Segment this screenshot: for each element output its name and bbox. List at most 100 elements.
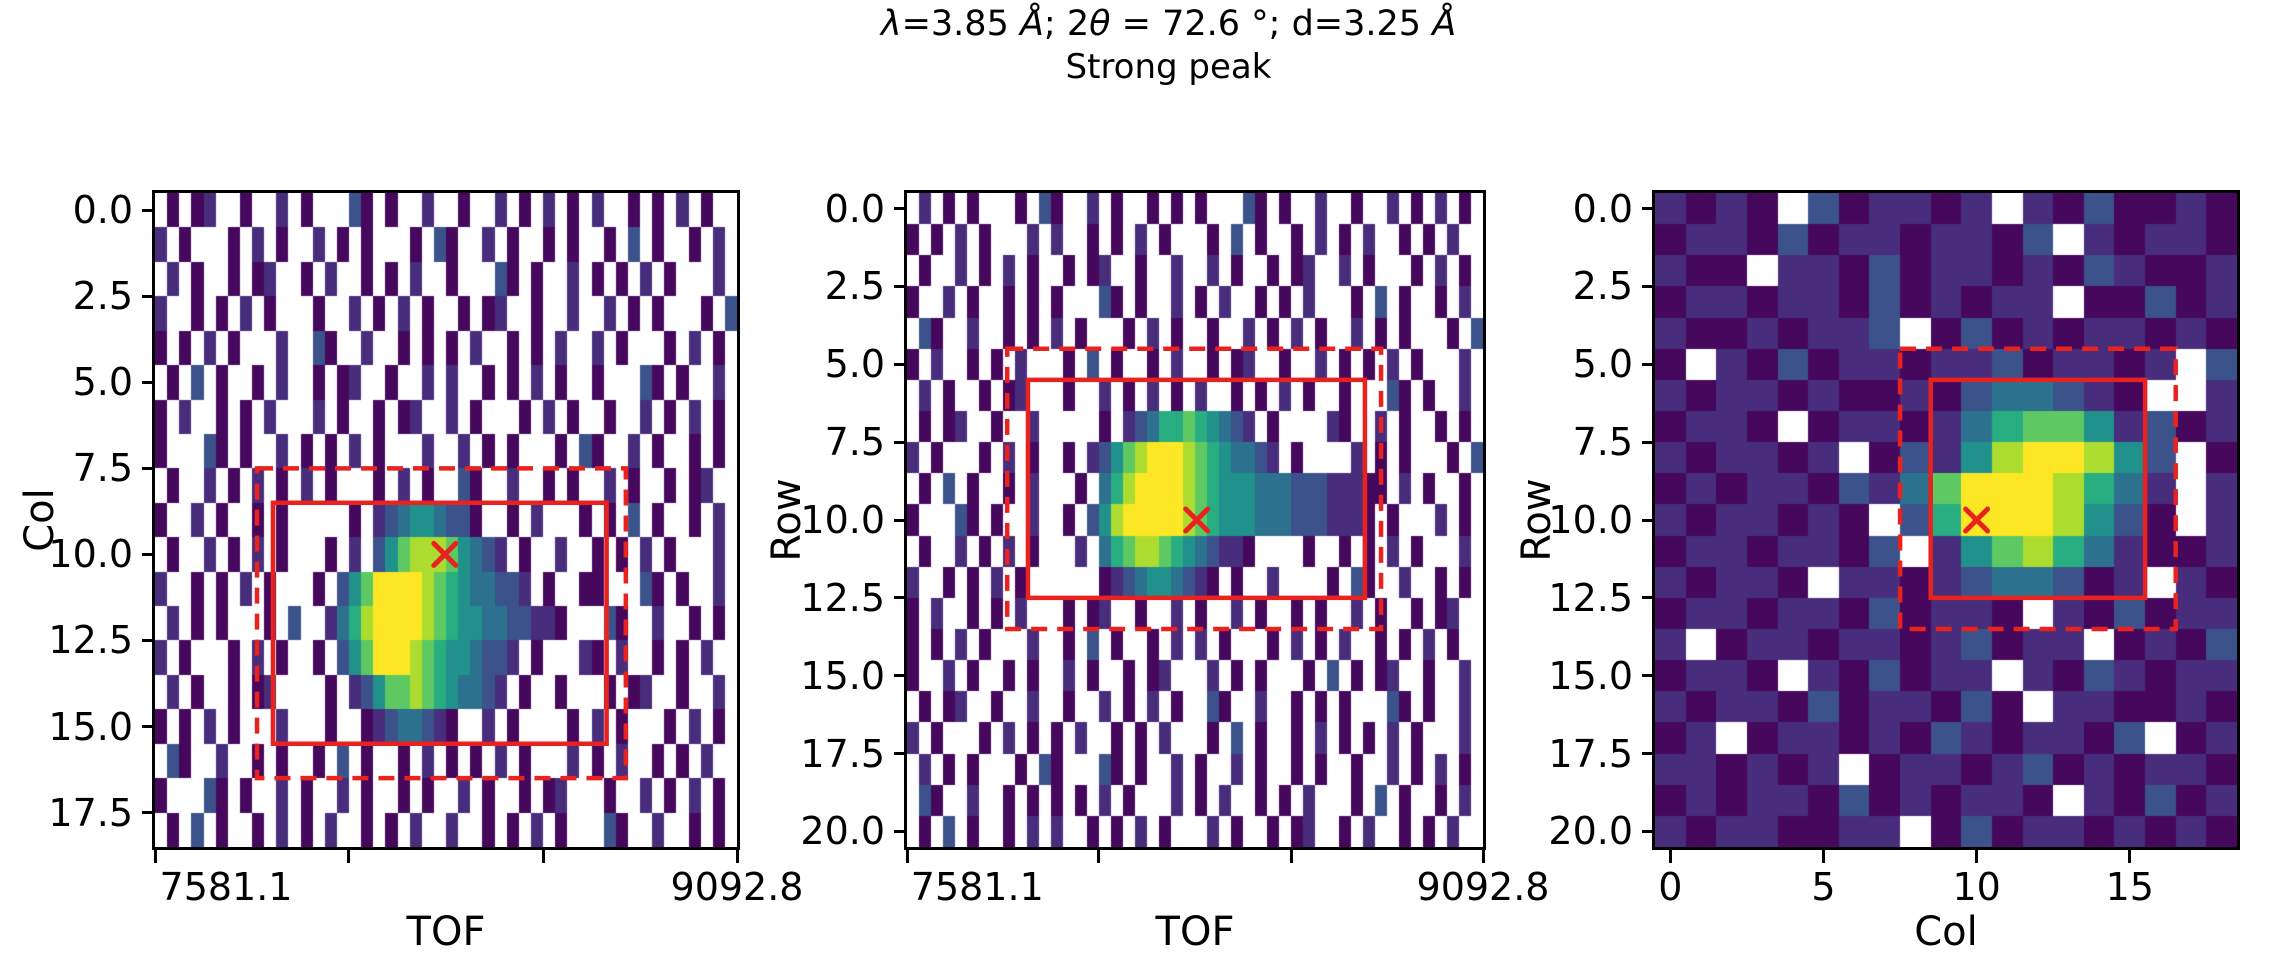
plot-area-row-vs-tof	[904, 190, 1486, 850]
y-tick-label: 5.0	[824, 342, 885, 387]
x-tick	[1821, 850, 1825, 863]
x-tick-label: 0	[1658, 865, 1683, 909]
y-tick-label: 15.0	[1548, 653, 1633, 698]
plot-area-row-vs-col	[1652, 190, 2240, 850]
x-tick	[905, 850, 909, 863]
peak-center-marker	[1183, 506, 1211, 534]
y-tick	[142, 552, 155, 556]
y-tick-label: 10.0	[800, 498, 885, 542]
y-tick	[142, 811, 155, 815]
peak-center-marker	[431, 540, 459, 568]
title-segment: =3.85	[901, 4, 1020, 44]
y-tick-label: 2.5	[72, 274, 133, 319]
x-tick	[735, 850, 739, 863]
y-tick	[1642, 752, 1655, 756]
y-tick-label: 7.5	[824, 420, 885, 465]
y-tick-label: 5.0	[1572, 342, 1633, 387]
x-tick	[1097, 850, 1101, 863]
x-tick-label: 7581.1	[910, 865, 1044, 909]
x-tick-label: 9092.8	[670, 865, 804, 909]
y-tick	[142, 208, 155, 212]
x-tick-label: 9092.8	[1416, 865, 1550, 909]
y-tick-label: 2.5	[824, 264, 885, 309]
title-segment: ; 2	[1043, 4, 1090, 44]
y-tick	[894, 284, 907, 288]
y-tick	[894, 596, 907, 600]
integration-box-solid	[1928, 377, 2148, 601]
background-box-dashed	[254, 466, 629, 781]
y-tick-label: 20.0	[800, 809, 885, 854]
y-tick	[1642, 674, 1655, 678]
x-tick-label: 5	[1811, 865, 1836, 909]
y-tick-label: 0.0	[1572, 186, 1633, 231]
title-segment: Å	[1019, 4, 1044, 44]
y-tick-label: 0.0	[824, 186, 885, 231]
y-tick	[142, 725, 155, 729]
x-tick	[541, 850, 545, 863]
y-tick	[894, 752, 907, 756]
x-tick-label: 7581.1	[159, 865, 293, 909]
x-axis-label-panel1: TOF	[406, 909, 486, 955]
x-tick	[2128, 850, 2132, 863]
y-tick-label: 7.5	[1572, 420, 1633, 465]
x-tick	[347, 850, 351, 863]
y-tick-label: 12.5	[48, 618, 133, 663]
figure-title: λ=3.85 Å; 2θ = 72.6 °; d=3.25 Å	[25, 2, 2287, 46]
x-tick	[1481, 850, 1485, 863]
y-tick-label: 12.5	[800, 575, 885, 620]
title-segment: = 72.6 °; d=3.25	[1110, 4, 1433, 44]
background-box-dashed	[1004, 346, 1384, 632]
y-tick-label: 20.0	[1548, 809, 1633, 854]
background-box-dashed	[1897, 346, 2178, 632]
peak-overlay-row-vs-col	[1897, 346, 2178, 632]
title-segment: λ	[880, 4, 902, 44]
y-tick	[894, 674, 907, 678]
y-tick-label: 0.0	[72, 188, 133, 233]
y-tick	[894, 440, 907, 444]
x-tick	[1668, 850, 1672, 863]
y-tick-label: 17.5	[800, 731, 885, 776]
y-tick	[1642, 284, 1655, 288]
y-tick	[1642, 440, 1655, 444]
heatmap-canvas-row-vs-col	[1655, 193, 2237, 847]
y-tick	[142, 638, 155, 642]
integration-box-solid	[1025, 377, 1368, 601]
title-segment: Å	[1432, 4, 1457, 44]
y-tick-label: 2.5	[1572, 264, 1633, 309]
y-tick	[142, 380, 155, 384]
plot-area-col-vs-tof	[152, 190, 740, 850]
y-tick	[1642, 362, 1655, 366]
y-tick-label: 15.0	[800, 653, 885, 698]
x-axis-label-panel2: TOF	[1155, 909, 1235, 955]
x-tick	[1975, 850, 1979, 863]
y-tick-label: 12.5	[1548, 575, 1633, 620]
y-tick	[142, 294, 155, 298]
figure-subtitle: Strong peak	[1065, 47, 1272, 87]
peak-overlay-col-vs-tof	[254, 466, 629, 781]
y-tick	[1642, 596, 1655, 600]
y-tick-label: 10.0	[48, 532, 133, 577]
x-tick	[1289, 850, 1293, 863]
peak-center-marker	[1963, 506, 1991, 534]
y-tick	[1642, 518, 1655, 522]
peak-overlay-row-vs-tof	[1004, 346, 1384, 632]
x-tick-label: 15	[2105, 865, 2154, 909]
y-tick-label: 10.0	[1548, 498, 1633, 542]
y-tick	[142, 466, 155, 470]
y-tick-label: 5.0	[72, 360, 133, 405]
y-tick-label: 15.0	[48, 704, 133, 749]
y-tick	[894, 362, 907, 366]
y-tick-label: 7.5	[72, 446, 133, 491]
title-segment: θ	[1089, 4, 1111, 44]
y-tick-label: 17.5	[1548, 731, 1633, 776]
y-tick	[1642, 207, 1655, 211]
y-tick	[894, 518, 907, 522]
integration-box-solid	[270, 500, 609, 746]
x-tick-label: 10	[1952, 865, 2001, 909]
heatmap-canvas-col-vs-tof	[155, 193, 737, 847]
y-tick	[1642, 829, 1655, 833]
y-tick	[894, 207, 907, 211]
y-tick	[894, 829, 907, 833]
x-axis-label-panel3: Col	[1914, 909, 1978, 955]
